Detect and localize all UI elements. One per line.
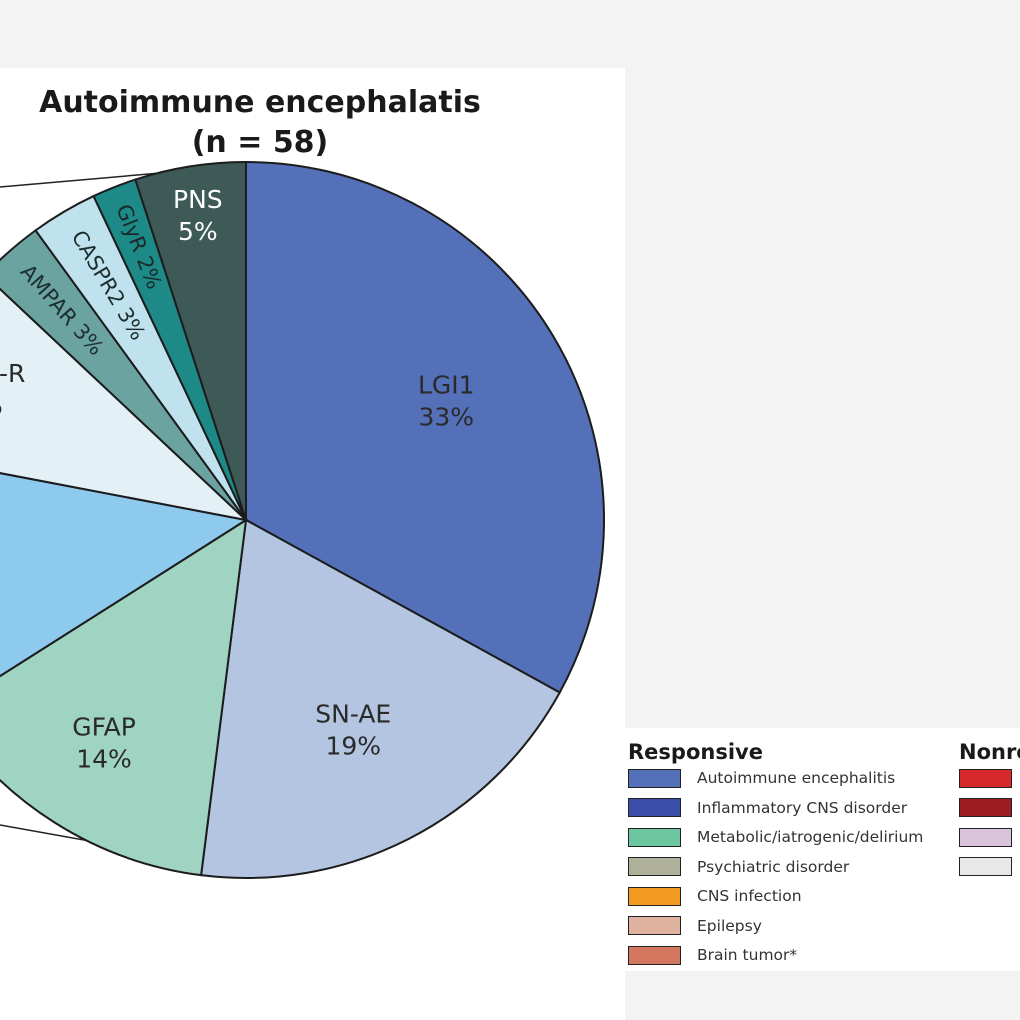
legend-swatch	[959, 857, 1012, 876]
legend-swatch	[959, 827, 1012, 847]
legend-swatch	[628, 857, 681, 876]
legend-label: Psychiatric disorder	[697, 857, 850, 876]
pie-slice-slice-3	[0, 472, 249, 678]
legend-label: Metabolic/iatrogenic/delirium	[697, 828, 924, 846]
pie-slices	[0, 160, 605, 879]
chart-subtitle: (n = 58)	[192, 125, 329, 160]
legend-item-nonresponsive	[959, 826, 1020, 848]
legend-item: CNS infection	[628, 885, 802, 907]
legend-swatch	[628, 916, 681, 935]
chart-title: Autoimmune encephalatis	[39, 85, 481, 120]
legend-swatch	[628, 827, 681, 847]
legend-item-nonresponsive	[959, 797, 1020, 819]
legend-nonresponsive-title: Nonre	[959, 740, 1020, 764]
legend-item: Psychiatric disorder	[628, 856, 849, 878]
legend-swatch	[959, 798, 1012, 817]
legend-item: Inflammatory CNS disorder	[628, 797, 907, 819]
legend-item-nonresponsive	[959, 767, 1020, 789]
legend-swatch	[628, 768, 681, 788]
legend-swatch	[628, 945, 681, 965]
legend-item: Brain tumor*	[628, 944, 797, 966]
pie-slice-pns	[134, 160, 247, 521]
legend-swatch	[628, 798, 681, 817]
pie-slice-gfap	[0, 518, 248, 877]
legend-item: Autoimmune encephalitis	[628, 767, 895, 789]
legend-label: Brain tumor*	[697, 946, 798, 964]
slice-label: PNS 5%	[173, 185, 223, 246]
legend-label: CNS infection	[697, 887, 802, 905]
legend-swatch	[628, 886, 681, 906]
pie-slice-sn-ae	[200, 518, 562, 879]
legend-item: Metabolic/iatrogenic/delirium	[628, 826, 923, 848]
slice-label: LGI1 33%	[418, 371, 475, 432]
legend-responsive-title: Responsive	[628, 740, 763, 764]
legend-panel: Responsive Nonre Autoimmune encephalitis…	[610, 728, 1020, 971]
slice-label: SN-AE 19%	[315, 700, 391, 761]
pie-slice-slice-4	[0, 287, 250, 522]
legend-item: Epilepsy	[628, 915, 762, 937]
legend-label: Epilepsy	[697, 916, 762, 935]
legend-label: Autoimmune encephalitis	[697, 769, 896, 787]
pie-slice-lgi1	[245, 160, 605, 694]
slice-label: A/B-R%	[0, 359, 25, 420]
legend-label: Inflammatory CNS disorder	[697, 798, 908, 817]
legend-item-nonresponsive	[959, 856, 1020, 878]
slice-label: GFAP 14%	[72, 713, 136, 774]
legend-swatch	[959, 768, 1012, 788]
